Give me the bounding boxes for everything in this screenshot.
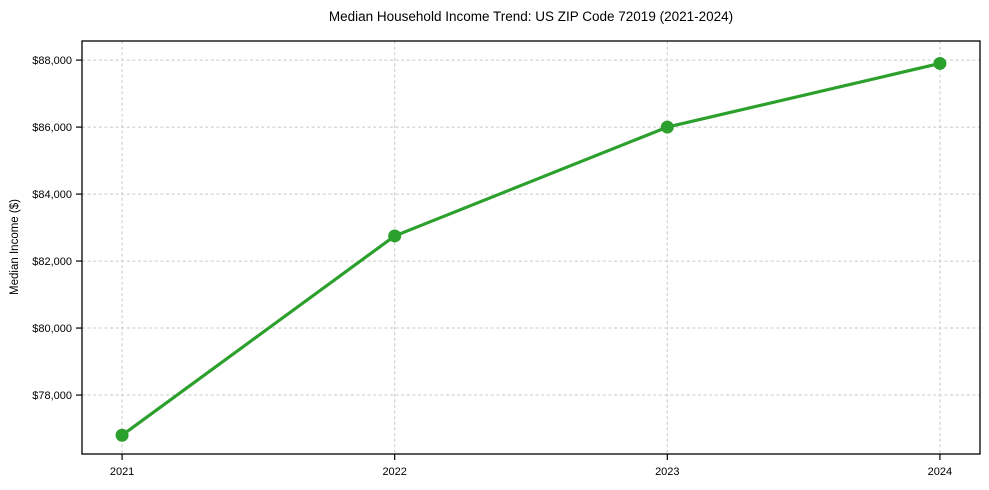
y-tick-label: $88,000 bbox=[32, 55, 72, 67]
x-tick-label: 2024 bbox=[928, 466, 952, 478]
plot-border bbox=[81, 40, 981, 455]
chart-title: Median Household Income Trend: US ZIP Co… bbox=[328, 9, 734, 24]
trend-line bbox=[120, 61, 942, 437]
data-point-marker bbox=[660, 120, 674, 134]
data-point-marker bbox=[933, 56, 947, 70]
x-tick-label: 2023 bbox=[655, 466, 679, 478]
y-tick-label: $86,000 bbox=[32, 122, 72, 134]
x-tick-label: 2021 bbox=[110, 466, 134, 478]
x-tick-label: 2022 bbox=[382, 466, 406, 478]
data-point-marker bbox=[115, 428, 129, 442]
y-tick-label: $82,000 bbox=[32, 256, 72, 268]
y-tick-label: $78,000 bbox=[32, 390, 72, 402]
data-point-marker bbox=[388, 229, 402, 243]
y-tick-label: $80,000 bbox=[32, 323, 72, 335]
y-tick-label: $84,000 bbox=[32, 189, 72, 201]
